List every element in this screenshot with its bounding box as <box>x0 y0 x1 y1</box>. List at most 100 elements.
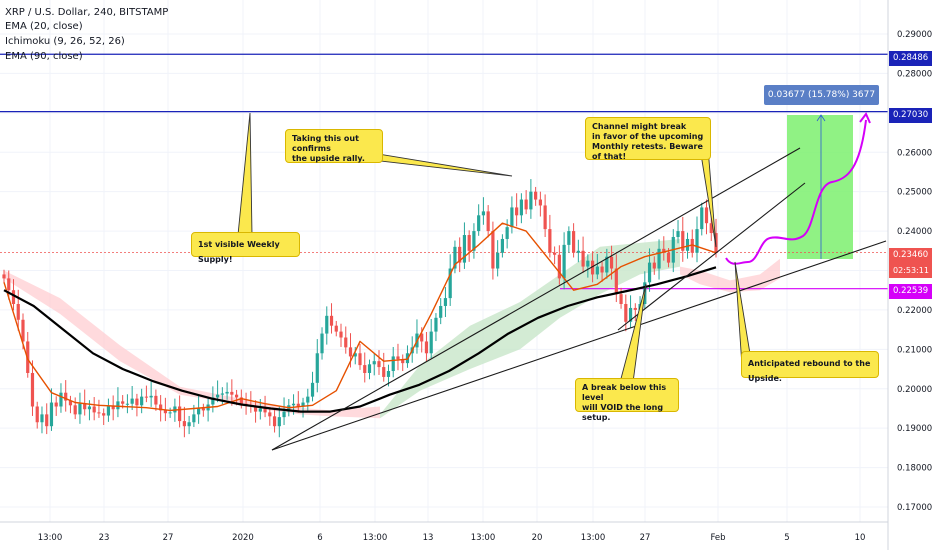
candle-body <box>130 398 134 404</box>
candle-body <box>306 396 310 403</box>
candle-body <box>614 268 618 295</box>
candle-body <box>543 205 547 230</box>
measure-label: 0.03677 (15.78%) 3677 <box>764 85 879 105</box>
candle-body <box>239 397 243 404</box>
candle-body <box>45 414 49 427</box>
price-tag-current: 0.23460 <box>889 248 932 263</box>
y-tick-label: 0.17000 <box>897 503 932 513</box>
candle-body <box>59 392 63 407</box>
candle-body <box>135 398 139 406</box>
candle-body <box>515 207 519 216</box>
candle-body <box>562 244 566 279</box>
y-tick-label: 0.24000 <box>897 227 932 237</box>
candle-body <box>605 256 609 273</box>
trend-line-lower <box>271 240 887 451</box>
candle-body <box>534 191 538 200</box>
candle-body <box>481 211 486 216</box>
y-tick-label: 0.26000 <box>897 148 932 158</box>
candle-body <box>382 367 386 377</box>
candle-body <box>443 298 448 306</box>
candle-body <box>11 290 16 305</box>
candle-body <box>486 211 490 232</box>
candle-body <box>325 315 329 334</box>
x-tick-label: Feb <box>710 533 725 543</box>
ema20-line <box>3 222 717 412</box>
legend-ema20: EMA (20, close) <box>5 21 83 32</box>
price-tag-level-2: 0.27030 <box>889 108 932 123</box>
x-tick-label: 6 <box>317 533 322 543</box>
legend-ema90: EMA (90, close) <box>5 51 83 62</box>
candle-body <box>590 260 595 275</box>
candle-body <box>329 315 334 326</box>
price-tag-level-3: 0.22539 <box>889 284 932 299</box>
candle-body <box>291 403 296 406</box>
projected-path <box>725 112 871 265</box>
candle-body <box>301 402 305 407</box>
candle-body <box>448 268 452 299</box>
candle-body <box>576 250 580 253</box>
x-tick-label: 13:00 <box>363 533 388 543</box>
candle-body <box>234 394 239 398</box>
candle-body <box>197 408 201 415</box>
candle-body <box>396 356 400 360</box>
candle-body <box>505 227 509 239</box>
y-tick-label: 0.29000 <box>897 30 932 40</box>
y-tick-label: 0.19000 <box>897 424 932 434</box>
y-tick-label: 0.20000 <box>897 385 932 395</box>
candle-body <box>163 410 167 414</box>
trend-line-channel-mid <box>617 182 806 331</box>
y-tick-label: 0.21000 <box>897 345 932 355</box>
candle-body <box>458 246 462 263</box>
candle-body <box>220 393 224 395</box>
candle-body <box>553 252 557 255</box>
candle-body <box>30 372 35 407</box>
legend-ichimoku: Ichimoku (9, 26, 52, 26) <box>5 36 125 47</box>
x-tick-label: 2020 <box>232 533 254 543</box>
candle-body <box>581 250 585 267</box>
candle-body <box>595 266 599 275</box>
candle-body <box>125 403 130 405</box>
target-zone <box>787 115 853 259</box>
candle-body <box>424 341 429 354</box>
candle-body <box>272 416 277 427</box>
x-tick-label: 27 <box>640 533 651 543</box>
candle-body <box>510 207 514 228</box>
candle-body <box>187 422 191 427</box>
candle-body <box>690 238 694 253</box>
candle-body <box>54 402 58 407</box>
note-break-below: A break below this level will VOID the l… <box>575 378 679 422</box>
candle-body <box>700 207 704 230</box>
candle-body <box>92 406 96 413</box>
candle-body <box>500 238 504 253</box>
x-tick-label: 13:00 <box>471 533 496 543</box>
candle-body <box>140 396 144 406</box>
candle-body <box>144 396 148 398</box>
candle-body <box>472 231 476 251</box>
candle-body <box>230 391 234 395</box>
x-tick-label: 10 <box>855 533 866 543</box>
candle-body <box>225 391 229 394</box>
candle-body <box>16 304 20 320</box>
candle-body <box>106 406 111 416</box>
candle-body <box>363 365 367 373</box>
candle-body <box>681 231 685 251</box>
candle-body <box>348 347 353 357</box>
note-channel-break: Channel might break in favor of the upco… <box>585 117 711 161</box>
note-rebound: Anticipated rebound to the Upside. <box>741 351 879 383</box>
candle-body <box>434 317 438 332</box>
chart-grid <box>0 0 888 522</box>
candle-body <box>401 359 405 364</box>
candle-body <box>600 266 604 273</box>
candle-body <box>49 402 54 427</box>
legend-symbol: XRP / U.S. Dollar, 240, BITSTAMP <box>5 7 169 18</box>
candle-body <box>462 235 467 263</box>
candle-body <box>628 307 633 322</box>
candle-body <box>40 414 44 423</box>
candle-body <box>97 412 101 414</box>
x-tick-label: 13:00 <box>38 533 63 543</box>
candle-body <box>102 413 106 416</box>
y-tick-label: 0.28000 <box>897 69 932 79</box>
candle-body <box>652 262 656 269</box>
